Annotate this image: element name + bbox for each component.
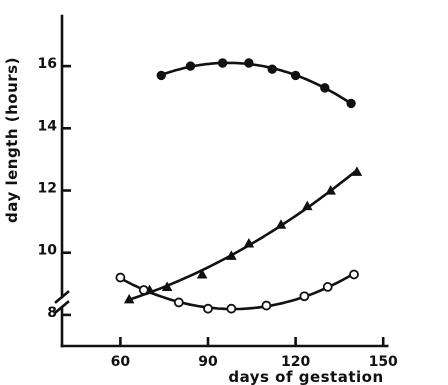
y-tick-label: 16 (38, 56, 57, 72)
data-point (267, 64, 277, 74)
data-point (322, 282, 333, 292)
y-tick-label: 12 (38, 181, 57, 197)
data-point (156, 70, 166, 81)
data-point (351, 166, 363, 176)
series-open-circle (115, 269, 359, 314)
series-layer (115, 58, 363, 314)
data-point (244, 58, 254, 68)
data-point (299, 291, 310, 302)
series-line (119, 272, 355, 311)
series-line (128, 169, 358, 301)
ticks: 60 90 120 150 8 10 12 14 16 (38, 56, 399, 370)
x-tick-label: 150 (369, 354, 398, 370)
data-point (320, 83, 330, 93)
data-point (346, 98, 356, 109)
x-axis-label: days of gestation (228, 368, 383, 385)
data-point (138, 285, 149, 295)
y-tick-label: 8 (47, 305, 57, 321)
data-point (203, 303, 213, 314)
y-axis-label: day length (hours) (3, 57, 21, 223)
y-tick-label: 10 (38, 243, 58, 259)
series-filled-circle (156, 58, 356, 109)
x-tick-label: 120 (281, 354, 310, 370)
data-point (196, 269, 208, 279)
data-point (261, 300, 272, 311)
x-tick-label: 60 (111, 354, 131, 370)
x-tick-label: 90 (198, 354, 218, 370)
data-point (217, 58, 228, 68)
y-axis-break-mark (54, 290, 70, 304)
data-point (115, 272, 126, 283)
data-point (275, 219, 287, 229)
y-axis-break-mark (54, 300, 70, 314)
data-point (302, 200, 313, 211)
data-point (290, 70, 301, 81)
y-tick-label: 14 (38, 118, 58, 134)
data-point (173, 297, 184, 308)
data-point (349, 269, 359, 280)
data-point (243, 237, 255, 248)
data-point (161, 281, 173, 291)
data-point (123, 293, 135, 304)
data-point (325, 185, 336, 195)
data-point (226, 250, 237, 260)
data-point (185, 61, 196, 71)
data-point (226, 303, 237, 314)
